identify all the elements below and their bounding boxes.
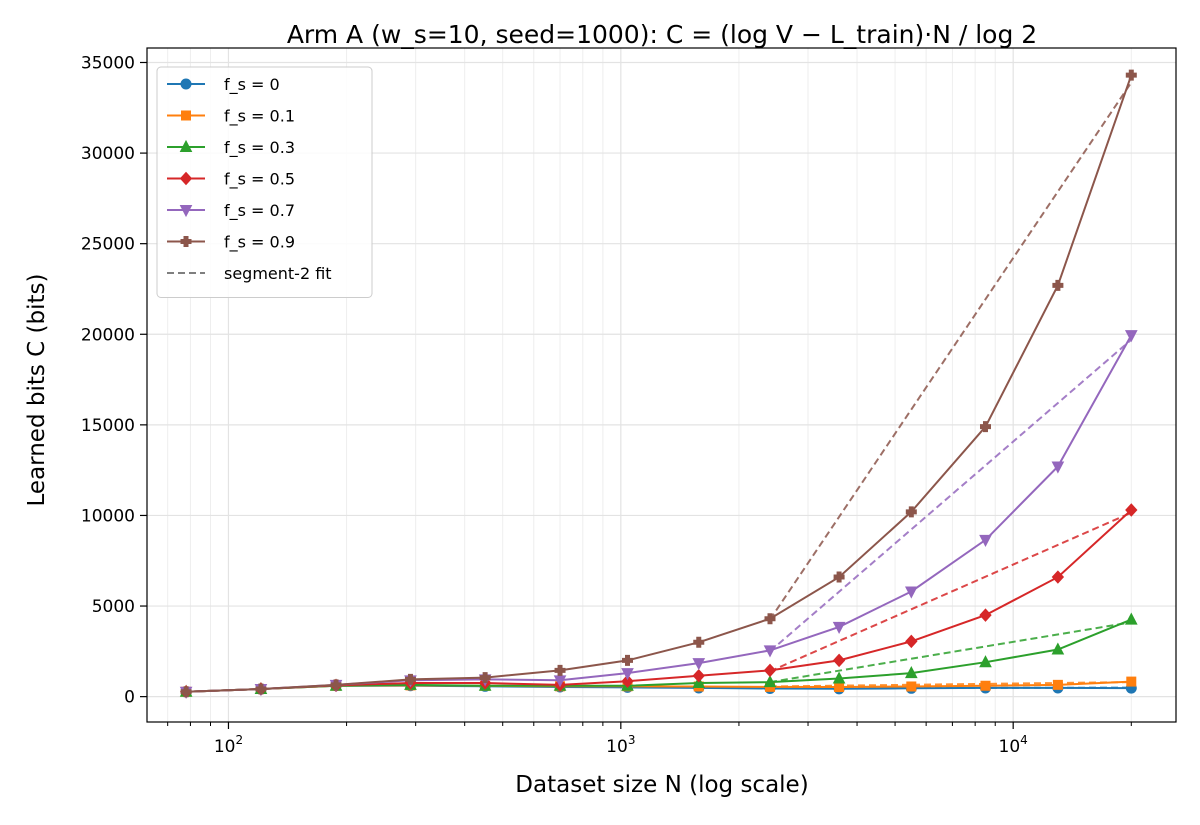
data-point	[979, 534, 992, 547]
data-point	[255, 683, 267, 695]
y-tick-label: 20000	[81, 325, 135, 345]
y-tick-label: 15000	[81, 416, 135, 436]
y-tick-label: 30000	[81, 144, 135, 164]
data-point	[1052, 679, 1063, 690]
legend-marker	[179, 139, 193, 152]
data-point	[832, 621, 846, 634]
data-point	[1126, 676, 1137, 687]
data-point	[979, 421, 991, 433]
data-point	[479, 672, 491, 684]
plot-frame	[146, 47, 1177, 723]
data-point	[906, 681, 917, 692]
x-tick-label: 102	[214, 733, 243, 757]
data-point	[834, 682, 845, 693]
legend-label: f_s = 0.1	[224, 107, 295, 127]
data-point	[979, 608, 992, 622]
data-point	[763, 645, 777, 658]
data-point	[693, 636, 705, 648]
data-point	[833, 571, 845, 583]
data-point	[621, 668, 634, 681]
data-point	[904, 666, 918, 679]
y-tick-label: 35000	[81, 53, 135, 73]
legend-label: f_s = 0.5	[224, 170, 295, 190]
legend-label: f_s = 0	[224, 75, 280, 95]
y-axis: 0 5000 10000 15000 20000 25000 30000 35000	[81, 53, 147, 708]
data-point	[980, 680, 991, 691]
data-point	[180, 686, 192, 698]
fit-line	[769, 681, 1132, 688]
x-axis: 102 103 104	[167, 722, 1132, 757]
data-point	[1125, 503, 1138, 517]
legend-box	[156, 66, 373, 298]
y-tick-label: 0	[124, 688, 135, 708]
data-point	[905, 634, 918, 649]
data-point	[1052, 279, 1064, 291]
series-line	[186, 74, 1133, 693]
series	[180, 69, 1137, 698]
x-axis-label: Dataset size N (log scale)	[515, 772, 808, 798]
data-point	[692, 658, 706, 671]
data-point	[1051, 461, 1065, 474]
data-point	[1051, 570, 1065, 584]
data-point	[832, 671, 846, 684]
data-point	[763, 663, 777, 678]
legend-marker	[179, 205, 193, 218]
data-point	[1124, 330, 1138, 343]
data-point	[692, 669, 705, 683]
legend-label: f_s = 0.7	[224, 201, 295, 221]
data-point	[330, 679, 342, 691]
data-point	[763, 675, 777, 688]
data-point	[905, 506, 917, 518]
legend-label: f_s = 0.9	[224, 233, 295, 253]
legend-marker	[180, 236, 192, 247]
chart-title: Arm A (w_s=10, seed=1000): C = (log V − …	[287, 20, 1037, 49]
data-point	[979, 655, 992, 668]
data-point	[904, 586, 918, 599]
y-tick-label: 25000	[81, 235, 135, 255]
data-point	[1051, 642, 1065, 655]
y-axis-label: Learned bits C (bits)	[24, 274, 50, 507]
data-point	[764, 613, 776, 625]
data-point	[622, 654, 634, 666]
data-point	[621, 674, 634, 688]
x-tick-label: 104	[999, 733, 1028, 757]
data-point	[404, 673, 416, 685]
y-tick-label: 5000	[92, 597, 135, 617]
legend-marker	[180, 78, 192, 90]
y-tick-label: 10000	[81, 506, 135, 526]
fit-line	[769, 338, 1132, 653]
legend-marker	[181, 110, 191, 121]
x-tick-label: 103	[606, 733, 635, 757]
legend-label: segment-2 fit	[224, 264, 332, 283]
data-point	[1125, 69, 1137, 81]
fit-line	[769, 81, 1133, 621]
data-point	[832, 653, 846, 668]
fit-line	[769, 621, 1132, 684]
legend-label: f_s = 0.3	[224, 138, 295, 158]
legend-marker	[179, 171, 193, 186]
data-point	[554, 664, 566, 676]
data-point	[1124, 612, 1138, 625]
series-lines	[179, 69, 1138, 699]
legend: f_s = 0 f_s = 0.1 f_s = 0.3 f_s = 0.5 f_s = …	[156, 66, 373, 298]
